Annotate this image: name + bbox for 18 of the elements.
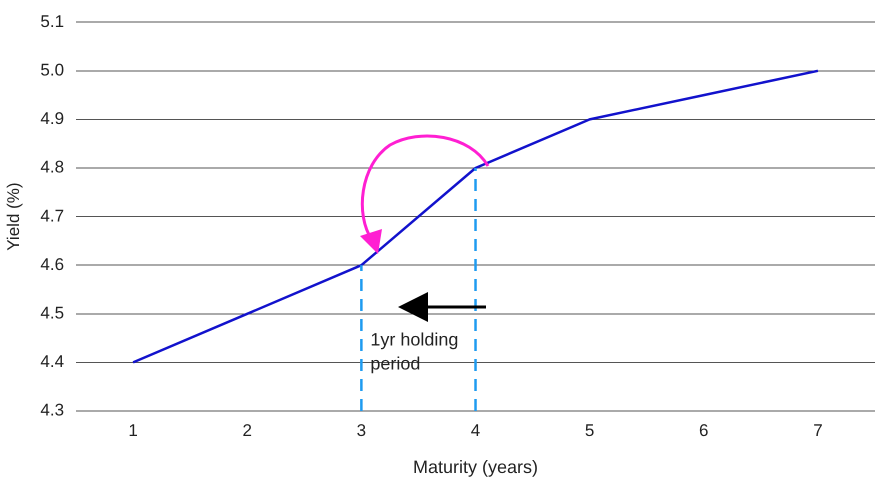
y-tick-label: 4.6 [40,254,64,274]
y-tick-label: 4.5 [40,303,64,322]
y-tick-label: 4.8 [40,158,64,177]
y-tick-label: 5.0 [40,60,64,80]
x-tick-label: 5 [584,420,594,440]
y-tick-label: 5.1 [40,12,64,31]
y-tick-label: 4.4 [40,352,64,372]
x-tick-label: 1 [128,420,138,440]
y-tick-label: 4.3 [40,400,64,420]
x-tick-label: 7 [813,420,823,440]
x-tick-label: 2 [242,420,252,440]
x-tick-label: 3 [356,420,366,440]
y-tick-label: 4.9 [40,109,64,128]
x-axis-title: Maturity (years) [413,457,538,478]
y-axis-title: Yield (%) [4,182,23,251]
x-tick-label: 6 [699,420,709,440]
x-tick-label: 4 [470,420,480,440]
y-tick-label: 4.7 [40,206,64,226]
